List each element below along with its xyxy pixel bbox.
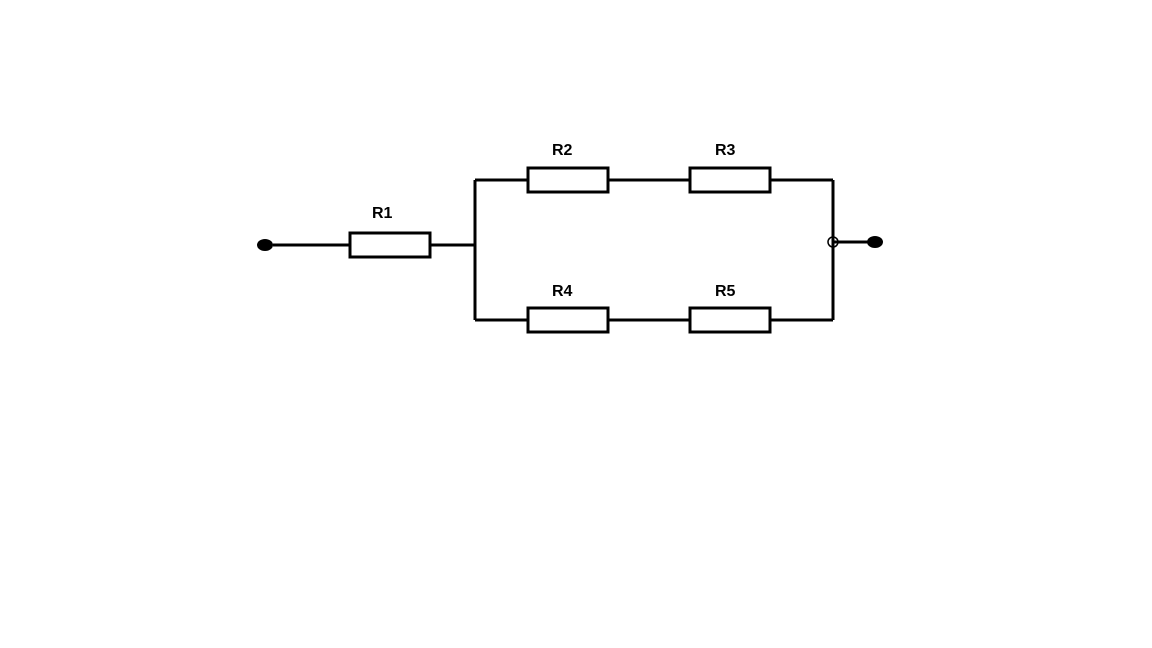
label-r5: R5 [715, 283, 736, 300]
terminal-left [257, 239, 273, 251]
circuit-diagram: R1 R2 R3 R4 R5 [0, 0, 1152, 648]
resistor-r5 [690, 308, 770, 332]
terminal-right [867, 236, 883, 248]
resistor-r1 [350, 233, 430, 257]
resistor-r4 [528, 308, 608, 332]
resistor-r3 [690, 168, 770, 192]
label-r4: R4 [552, 283, 573, 300]
label-r1: R1 [372, 205, 393, 222]
label-r3: R3 [715, 142, 736, 159]
resistor-r2 [528, 168, 608, 192]
label-r2: R2 [552, 142, 573, 159]
